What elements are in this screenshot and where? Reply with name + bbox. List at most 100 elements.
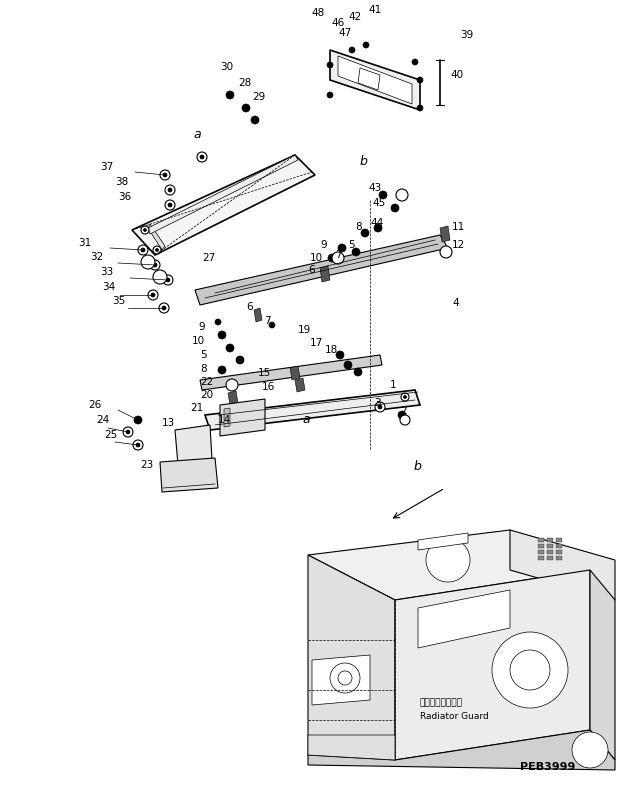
Circle shape	[148, 290, 158, 300]
Polygon shape	[224, 408, 230, 427]
Circle shape	[398, 411, 406, 419]
Text: 21: 21	[190, 403, 203, 413]
Bar	[547, 544, 553, 548]
Text: 24: 24	[96, 415, 110, 425]
Text: b: b	[360, 155, 368, 168]
Bar	[556, 556, 562, 560]
Text: 5: 5	[200, 350, 207, 360]
Circle shape	[215, 319, 221, 325]
Circle shape	[378, 405, 382, 409]
Circle shape	[374, 224, 382, 232]
Text: 5: 5	[348, 240, 354, 250]
Circle shape	[163, 275, 173, 285]
Circle shape	[338, 671, 352, 685]
Text: 16: 16	[262, 382, 275, 392]
Text: 28: 28	[238, 78, 251, 88]
Circle shape	[155, 249, 158, 252]
Circle shape	[165, 185, 175, 195]
Text: 17: 17	[310, 338, 323, 348]
Polygon shape	[148, 155, 298, 234]
Circle shape	[391, 204, 399, 212]
Text: 33: 33	[100, 267, 113, 277]
Text: 45: 45	[372, 198, 385, 208]
Bar	[547, 550, 553, 554]
Text: 47: 47	[339, 28, 352, 38]
Polygon shape	[295, 378, 305, 392]
Circle shape	[168, 203, 172, 207]
Text: b: b	[414, 460, 422, 473]
Polygon shape	[510, 530, 615, 600]
Text: 6: 6	[246, 302, 253, 312]
Bar	[556, 538, 562, 542]
Text: 30: 30	[220, 62, 233, 72]
Circle shape	[361, 229, 369, 237]
Polygon shape	[358, 68, 380, 90]
Circle shape	[126, 430, 130, 434]
Circle shape	[510, 650, 550, 690]
Polygon shape	[308, 555, 395, 760]
Circle shape	[226, 344, 234, 352]
Circle shape	[141, 226, 149, 234]
Circle shape	[330, 663, 360, 693]
Polygon shape	[205, 390, 420, 430]
Circle shape	[396, 189, 408, 201]
Circle shape	[159, 303, 169, 313]
Text: 40: 40	[450, 70, 463, 80]
Polygon shape	[220, 399, 265, 436]
Circle shape	[197, 152, 207, 162]
Circle shape	[141, 255, 155, 269]
Text: 8: 8	[355, 222, 362, 232]
Circle shape	[218, 366, 226, 374]
Circle shape	[328, 254, 336, 262]
Polygon shape	[418, 533, 468, 550]
Polygon shape	[338, 56, 412, 104]
Circle shape	[492, 632, 568, 708]
Polygon shape	[308, 530, 590, 600]
Circle shape	[412, 59, 418, 65]
Circle shape	[332, 252, 344, 264]
Text: 4: 4	[452, 298, 459, 308]
Text: 26: 26	[88, 400, 101, 410]
Text: 25: 25	[104, 430, 117, 440]
Circle shape	[251, 116, 259, 124]
Circle shape	[400, 415, 410, 425]
Circle shape	[426, 538, 470, 582]
Text: 6: 6	[308, 265, 315, 275]
Bar	[538, 544, 544, 548]
Circle shape	[163, 173, 167, 177]
Polygon shape	[254, 308, 262, 322]
Polygon shape	[195, 235, 448, 305]
Polygon shape	[395, 570, 590, 760]
Circle shape	[327, 92, 333, 98]
Text: 9: 9	[198, 322, 205, 332]
Bar	[547, 538, 553, 542]
Text: 23: 23	[140, 460, 153, 470]
Polygon shape	[330, 50, 420, 110]
Text: 39: 39	[460, 30, 473, 40]
Circle shape	[338, 244, 346, 252]
Circle shape	[336, 351, 344, 359]
Circle shape	[153, 246, 161, 254]
Circle shape	[151, 293, 155, 297]
Polygon shape	[308, 730, 615, 770]
Polygon shape	[312, 655, 370, 705]
Text: 22: 22	[200, 377, 213, 387]
Text: 41: 41	[368, 5, 382, 15]
Text: 46: 46	[331, 18, 345, 28]
Bar	[538, 550, 544, 554]
Circle shape	[344, 361, 352, 369]
Circle shape	[349, 47, 355, 53]
Text: 14: 14	[218, 415, 231, 425]
Polygon shape	[308, 735, 395, 760]
Bar	[547, 556, 553, 560]
Circle shape	[327, 62, 333, 68]
Circle shape	[354, 368, 362, 376]
Polygon shape	[132, 155, 315, 255]
Circle shape	[160, 170, 170, 180]
Text: 20: 20	[200, 390, 213, 400]
Circle shape	[168, 188, 172, 192]
Circle shape	[162, 306, 166, 310]
Text: 32: 32	[90, 252, 103, 262]
Text: ラジエータガード: ラジエータガード	[420, 698, 463, 707]
Polygon shape	[228, 391, 238, 405]
